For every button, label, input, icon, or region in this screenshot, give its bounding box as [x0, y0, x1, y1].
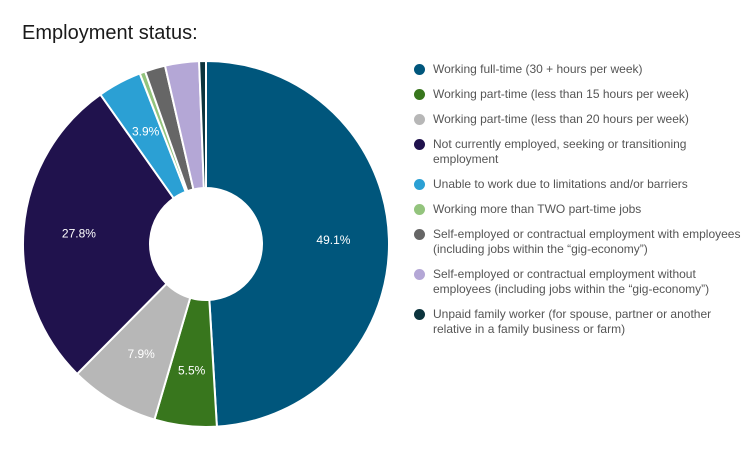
data-label-2: 5.5% [178, 364, 206, 378]
legend-swatch [414, 179, 425, 190]
legend-item-3: Working part-time (less than 20 hours pe… [414, 112, 744, 127]
legend-swatch [414, 229, 425, 240]
legend-label: Self-employed or contractual employment … [433, 227, 741, 256]
slice-4 [22, 93, 176, 376]
data-label-1: 49.1% [316, 233, 350, 247]
legend-label: Working part-time (less than 15 hours pe… [433, 87, 689, 101]
data-label-5: 3.9% [132, 125, 160, 139]
legend-item-6: Working more than TWO part-time jobs [414, 202, 744, 217]
legend-label: Working part-time (less than 20 hours pe… [433, 112, 689, 126]
legend-item-1: Working full-time (30 + hours per week) [414, 62, 744, 77]
legend-swatch [414, 114, 425, 125]
legend-label: Unpaid family worker (for spouse, partne… [433, 307, 712, 336]
legend-label: Unable to work due to limitations and/or… [433, 177, 688, 191]
data-label-4: 27.8% [62, 226, 96, 240]
legend-swatch [414, 139, 425, 150]
legend-label: Working more than TWO part-time jobs [433, 202, 642, 216]
chart-legend: Working full-time (30 + hours per week) W… [414, 62, 744, 347]
legend-item-2: Working part-time (less than 15 hours pe… [414, 87, 744, 102]
legend-swatch [414, 204, 425, 215]
legend-swatch [414, 89, 425, 100]
legend-item-9: Unpaid family worker (for spouse, partne… [414, 307, 744, 337]
legend-item-7: Self-employed or contractual employment … [414, 227, 744, 257]
legend-swatch [414, 309, 425, 320]
legend-label: Working full-time (30 + hours per week) [433, 62, 643, 76]
legend-item-4: Not currently employed, seeking or trans… [414, 137, 744, 167]
legend-label: Not currently employed, seeking or trans… [433, 137, 687, 166]
legend-item-5: Unable to work due to limitations and/or… [414, 177, 744, 192]
slice-9 [198, 59, 207, 190]
chart-title: Employment status: [22, 22, 198, 44]
legend-swatch [414, 269, 425, 280]
legend-label: Self-employed or contractual employment … [433, 267, 710, 296]
slice-1 [205, 59, 391, 428]
legend-item-8: Self-employed or contractual employment … [414, 267, 744, 297]
data-label-3: 7.9% [127, 347, 155, 361]
legend-swatch [414, 64, 425, 75]
